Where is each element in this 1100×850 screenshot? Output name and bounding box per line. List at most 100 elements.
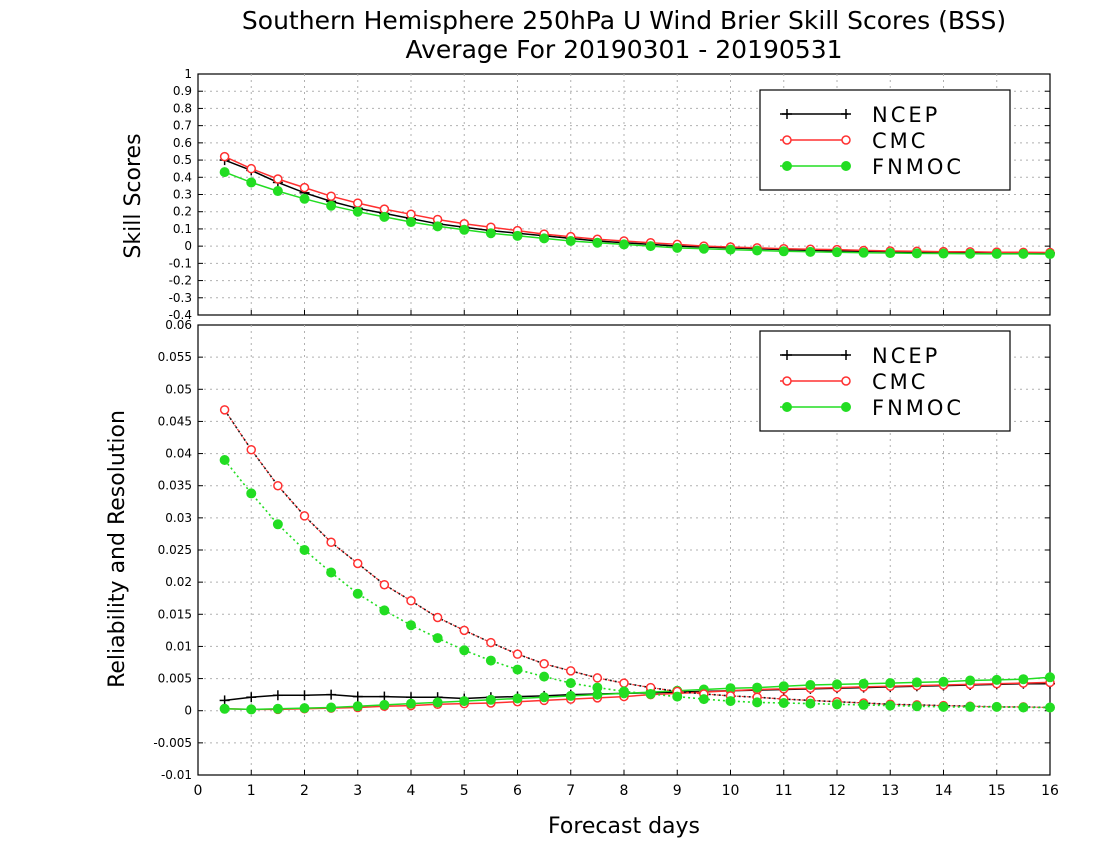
legend-label-cmc: CMC [872, 129, 928, 153]
y-tick-label: 0.015 [158, 607, 192, 621]
legend-label-ncep: NCEP [872, 103, 940, 127]
data-point-ncep [246, 692, 257, 703]
data-point-fnmoc [752, 245, 763, 256]
x-tick-label: 16 [1041, 783, 1059, 799]
data-point-fnmoc [778, 246, 789, 257]
bottom-y-axis-label: Reliability and Resolution [105, 410, 130, 688]
data-point-fnmoc [485, 694, 496, 705]
legend-marker-ncep [782, 350, 792, 360]
data-point-fnmoc [725, 244, 736, 255]
x-tick-label: 12 [828, 783, 846, 799]
data-point-fnmoc [299, 703, 310, 714]
y-tick-label: 0.5 [173, 153, 192, 167]
legend-marker-fnmoc [841, 402, 851, 412]
x-tick-label: 1 [247, 783, 256, 799]
x-tick-label: 9 [673, 783, 682, 799]
data-point-cmc [566, 666, 576, 676]
x-tick-label: 15 [988, 783, 1006, 799]
y-tick-label: 0.04 [165, 447, 192, 461]
data-point-ncep [272, 690, 283, 701]
data-point-fnmoc [539, 671, 550, 682]
data-point-fnmoc [938, 676, 949, 687]
data-point-fnmoc [672, 242, 683, 253]
data-point-fnmoc [326, 200, 337, 211]
data-point-fnmoc [565, 235, 576, 246]
data-point-fnmoc [379, 211, 390, 222]
data-point-cmc [219, 405, 230, 415]
data-point-fnmoc [725, 696, 736, 707]
data-point-fnmoc [352, 701, 363, 712]
y-tick-label: 0.02 [165, 575, 192, 589]
y-tick-label: 0.1 [173, 222, 192, 236]
data-point-fnmoc [672, 691, 683, 702]
data-point-fnmoc [379, 699, 390, 710]
data-point-fnmoc [406, 217, 416, 228]
data-point-fnmoc [752, 697, 763, 708]
data-point-fnmoc [858, 678, 869, 689]
data-point-fnmoc [326, 567, 337, 578]
data-point-cmc [486, 637, 496, 648]
data-point-fnmoc [272, 703, 283, 714]
x-tick-label: 10 [722, 783, 740, 799]
y-tick-label: 0 [184, 704, 192, 718]
data-point-fnmoc [1045, 702, 1055, 713]
data-point-fnmoc [246, 177, 257, 188]
data-point-fnmoc [592, 237, 603, 248]
data-point-fnmoc [432, 221, 443, 232]
legend-marker-cmc [782, 376, 792, 386]
data-point-fnmoc [246, 488, 257, 499]
data-point-fnmoc [219, 167, 230, 178]
data-point-fnmoc [645, 241, 656, 252]
data-point-cmc [246, 444, 256, 455]
reliability-resolution-panel: 0.06 0.055 0.05 0.045 0.04 0.035 0.03 0.025 0.02… [153, 318, 1055, 782]
x-axis-label: Forecast days [548, 814, 700, 839]
x-tick-label: 5 [460, 783, 469, 799]
data-point-fnmoc [832, 247, 842, 258]
data-point-fnmoc [858, 699, 869, 710]
x-tick-label: 14 [935, 783, 953, 799]
data-point-fnmoc [485, 228, 496, 239]
x-axis: 0 1 2 3 4 5 6 7 8 9 10 11 12 13 14 15 16 [194, 783, 1059, 799]
y-tick-label: -0.01 [161, 768, 192, 782]
legend-marker-cmc [782, 135, 792, 145]
data-point-fnmoc [885, 700, 896, 711]
data-point-fnmoc [938, 248, 949, 259]
y-tick-label: 0.3 [173, 188, 192, 202]
data-point-fnmoc [938, 701, 949, 712]
data-point-fnmoc [1018, 248, 1029, 259]
data-point-fnmoc [805, 246, 816, 257]
data-point-cmc [592, 673, 603, 683]
legend-label-cmc: CMC [872, 370, 928, 394]
data-point-fnmoc [459, 696, 470, 707]
data-point-cmc [432, 612, 443, 623]
data-point-cmc [326, 191, 336, 201]
y-tick-label: 0.05 [165, 382, 192, 396]
x-tick-label: 8 [620, 783, 629, 799]
data-point-fnmoc [805, 680, 816, 690]
data-point-fnmoc [619, 239, 629, 250]
x-tick-label: 6 [513, 783, 522, 799]
x-tick-label: 11 [775, 783, 793, 799]
data-point-fnmoc [299, 193, 310, 204]
data-point-fnmoc [379, 605, 390, 616]
data-point-fnmoc [965, 701, 976, 712]
top-y-axis-label: Skill Scores [121, 133, 146, 258]
data-point-fnmoc [1045, 672, 1055, 683]
data-point-fnmoc [698, 243, 709, 254]
data-point-fnmoc [645, 689, 656, 699]
data-point-cmc [619, 678, 629, 688]
chart-title: Southern Hemisphere 250hPa U Wind Brier … [242, 6, 1006, 35]
data-point-fnmoc [512, 693, 523, 704]
x-tick-label: 13 [881, 783, 899, 799]
legend-marker-ncep [782, 109, 792, 119]
y-tick-label: -0.3 [169, 291, 192, 305]
data-point-fnmoc [219, 455, 230, 465]
data-point-fnmoc [512, 664, 523, 675]
y-tick-label: -0.1 [169, 256, 192, 270]
data-point-fnmoc [539, 692, 550, 703]
data-point-cmc [326, 537, 336, 548]
legend-box [759, 330, 1011, 432]
y-tick-label: -0.4 [169, 308, 192, 322]
